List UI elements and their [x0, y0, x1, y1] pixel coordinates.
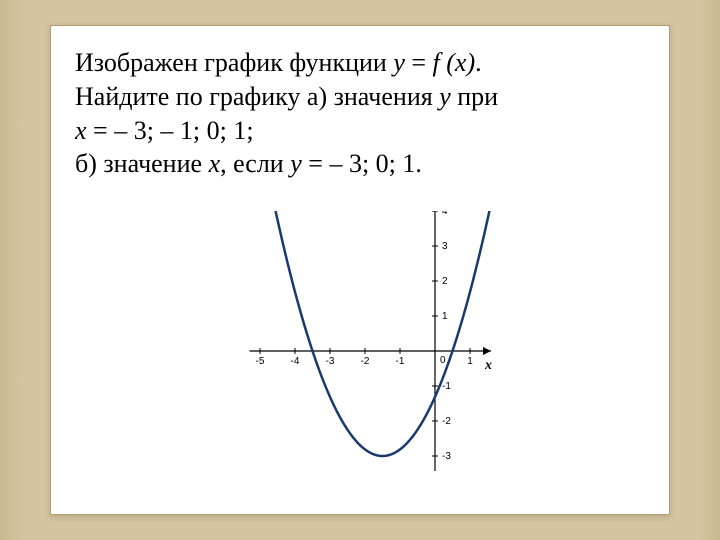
problem-text: Изображен график функции у = f (x). Найд…: [75, 46, 645, 181]
svg-text:-1: -1: [442, 381, 451, 392]
line2-pre: Найдите по графику а) значения: [75, 82, 439, 111]
line4-mid: , если: [220, 149, 290, 178]
svg-text:0: 0: [440, 355, 446, 366]
svg-text:3: 3: [442, 241, 448, 252]
var-y: у: [393, 48, 405, 77]
chart-holder: -5-4-3-2-11-3-2-112340xy: [75, 211, 645, 471]
var-y3: у: [290, 149, 302, 178]
line3-vals: = – 3; – 1; 0; 1;: [87, 116, 254, 145]
svg-text:2: 2: [442, 276, 448, 287]
text-line-3: х = – 3; – 1; 0; 1;: [75, 114, 645, 148]
svg-text:-2: -2: [442, 416, 451, 427]
fn-fx: f (x): [433, 48, 476, 77]
parabola-chart: -5-4-3-2-11-3-2-112340xy: [215, 211, 505, 471]
svg-text:-3: -3: [326, 356, 335, 367]
svg-text:4: 4: [442, 211, 448, 217]
line1-post: .: [475, 48, 482, 77]
line2-post: при: [451, 82, 498, 111]
svg-text:-1: -1: [396, 356, 405, 367]
svg-text:1: 1: [442, 311, 448, 322]
var-x2: х: [209, 149, 221, 178]
worksheet-card: Изображен график функции у = f (x). Найд…: [50, 25, 670, 515]
svg-text:-4: -4: [291, 356, 300, 367]
var-y2: y: [439, 82, 451, 111]
svg-text:-2: -2: [361, 356, 370, 367]
eq-mid: =: [405, 48, 433, 77]
var-x: х: [75, 116, 87, 145]
text-line-2: Найдите по графику а) значения y при: [75, 80, 645, 114]
svg-text:-5: -5: [256, 356, 265, 367]
text-line-1: Изображен график функции у = f (x).: [75, 46, 645, 80]
svg-text:-3: -3: [442, 451, 451, 462]
line4-pre: б) значение: [75, 149, 209, 178]
svg-text:1: 1: [467, 356, 473, 367]
text-line-4: б) значение х, если у = – 3; 0; 1.: [75, 147, 645, 181]
line4-vals: = – 3; 0; 1.: [302, 149, 422, 178]
line1-pre: Изображен график функции: [75, 48, 393, 77]
svg-text:x: x: [484, 358, 492, 373]
